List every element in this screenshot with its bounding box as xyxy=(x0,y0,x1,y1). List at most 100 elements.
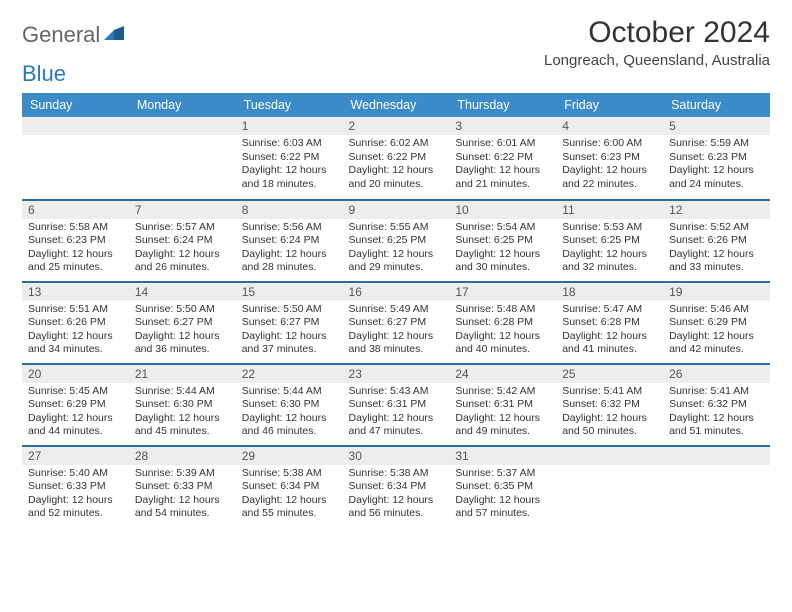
day-number: 21 xyxy=(129,364,236,383)
day-details: Sunrise: 5:45 AMSunset: 6:29 PMDaylight:… xyxy=(22,383,129,444)
day-cell: 19Sunrise: 5:46 AMSunset: 6:29 PMDayligh… xyxy=(663,281,770,363)
daylight-text: Daylight: 12 hours and 56 minutes. xyxy=(349,494,444,521)
col-header: Sunday xyxy=(22,93,129,117)
day-details: Sunrise: 5:56 AMSunset: 6:24 PMDaylight:… xyxy=(236,219,343,280)
sunset-text: Sunset: 6:25 PM xyxy=(562,234,657,248)
sunset-text: Sunset: 6:23 PM xyxy=(28,234,123,248)
sunset-text: Sunset: 6:28 PM xyxy=(455,316,550,330)
day-number: 8 xyxy=(236,200,343,219)
day-cell: 31Sunrise: 5:37 AMSunset: 6:35 PMDayligh… xyxy=(449,445,556,527)
day-number: 24 xyxy=(449,364,556,383)
sunset-text: Sunset: 6:22 PM xyxy=(242,151,337,165)
day-number: 28 xyxy=(129,446,236,465)
daylight-text: Daylight: 12 hours and 45 minutes. xyxy=(135,412,230,439)
calendar-page: General October 2024 Longreach, Queensla… xyxy=(0,0,792,527)
sunrise-text: Sunrise: 6:02 AM xyxy=(349,137,444,151)
day-number: 6 xyxy=(22,200,129,219)
sunset-text: Sunset: 6:22 PM xyxy=(349,151,444,165)
day-cell: 11Sunrise: 5:53 AMSunset: 6:25 PMDayligh… xyxy=(556,199,663,281)
day-cell: 3Sunrise: 6:01 AMSunset: 6:22 PMDaylight… xyxy=(449,117,556,199)
week-row: 13Sunrise: 5:51 AMSunset: 6:26 PMDayligh… xyxy=(22,281,770,363)
day-number: 22 xyxy=(236,364,343,383)
logo-text-1: General xyxy=(22,22,100,48)
day-cell: 26Sunrise: 5:41 AMSunset: 6:32 PMDayligh… xyxy=(663,363,770,445)
sunset-text: Sunset: 6:23 PM xyxy=(669,151,764,165)
sunset-text: Sunset: 6:31 PM xyxy=(455,398,550,412)
day-number: 4 xyxy=(556,117,663,135)
week-row: 1Sunrise: 6:03 AMSunset: 6:22 PMDaylight… xyxy=(22,117,770,199)
sunrise-text: Sunrise: 5:41 AM xyxy=(562,385,657,399)
day-details: Sunrise: 5:46 AMSunset: 6:29 PMDaylight:… xyxy=(663,301,770,362)
sunset-text: Sunset: 6:29 PM xyxy=(28,398,123,412)
sunset-text: Sunset: 6:30 PM xyxy=(135,398,230,412)
day-details: Sunrise: 5:50 AMSunset: 6:27 PMDaylight:… xyxy=(236,301,343,362)
day-number: 7 xyxy=(129,200,236,219)
sunrise-text: Sunrise: 5:39 AM xyxy=(135,467,230,481)
sunset-text: Sunset: 6:27 PM xyxy=(349,316,444,330)
day-details: Sunrise: 5:48 AMSunset: 6:28 PMDaylight:… xyxy=(449,301,556,362)
daylight-text: Daylight: 12 hours and 25 minutes. xyxy=(28,248,123,275)
daylight-text: Daylight: 12 hours and 47 minutes. xyxy=(349,412,444,439)
sunset-text: Sunset: 6:35 PM xyxy=(455,480,550,494)
col-header: Tuesday xyxy=(236,93,343,117)
sunset-text: Sunset: 6:29 PM xyxy=(669,316,764,330)
sunrise-text: Sunrise: 5:38 AM xyxy=(349,467,444,481)
day-cell: 5Sunrise: 5:59 AMSunset: 6:23 PMDaylight… xyxy=(663,117,770,199)
col-header: Thursday xyxy=(449,93,556,117)
day-number: 26 xyxy=(663,364,770,383)
daylight-text: Daylight: 12 hours and 26 minutes. xyxy=(135,248,230,275)
calendar-body: 1Sunrise: 6:03 AMSunset: 6:22 PMDaylight… xyxy=(22,117,770,527)
title-block: October 2024 Longreach, Queensland, Aust… xyxy=(544,16,770,77)
sunset-text: Sunset: 6:34 PM xyxy=(242,480,337,494)
sunrise-text: Sunrise: 5:50 AM xyxy=(135,303,230,317)
day-cell: 20Sunrise: 5:45 AMSunset: 6:29 PMDayligh… xyxy=(22,363,129,445)
sunrise-text: Sunrise: 5:44 AM xyxy=(242,385,337,399)
daylight-text: Daylight: 12 hours and 50 minutes. xyxy=(562,412,657,439)
daylight-text: Daylight: 12 hours and 33 minutes. xyxy=(669,248,764,275)
day-number: 13 xyxy=(22,282,129,301)
sunset-text: Sunset: 6:24 PM xyxy=(135,234,230,248)
daylight-text: Daylight: 12 hours and 54 minutes. xyxy=(135,494,230,521)
month-title: October 2024 xyxy=(544,16,770,50)
day-cell: 2Sunrise: 6:02 AMSunset: 6:22 PMDaylight… xyxy=(343,117,450,199)
day-cell: 16Sunrise: 5:49 AMSunset: 6:27 PMDayligh… xyxy=(343,281,450,363)
day-cell xyxy=(663,445,770,527)
day-details: Sunrise: 5:53 AMSunset: 6:25 PMDaylight:… xyxy=(556,219,663,280)
daylight-text: Daylight: 12 hours and 51 minutes. xyxy=(669,412,764,439)
day-details: Sunrise: 5:41 AMSunset: 6:32 PMDaylight:… xyxy=(663,383,770,444)
sunrise-text: Sunrise: 5:41 AM xyxy=(669,385,764,399)
day-details: Sunrise: 5:44 AMSunset: 6:30 PMDaylight:… xyxy=(236,383,343,444)
daylight-text: Daylight: 12 hours and 21 minutes. xyxy=(455,164,550,191)
day-cell: 25Sunrise: 5:41 AMSunset: 6:32 PMDayligh… xyxy=(556,363,663,445)
day-cell: 10Sunrise: 5:54 AMSunset: 6:25 PMDayligh… xyxy=(449,199,556,281)
day-number: 17 xyxy=(449,282,556,301)
daylight-text: Daylight: 12 hours and 28 minutes. xyxy=(242,248,337,275)
day-details: Sunrise: 5:38 AMSunset: 6:34 PMDaylight:… xyxy=(343,465,450,526)
day-cell: 9Sunrise: 5:55 AMSunset: 6:25 PMDaylight… xyxy=(343,199,450,281)
day-cell: 12Sunrise: 5:52 AMSunset: 6:26 PMDayligh… xyxy=(663,199,770,281)
day-details: Sunrise: 5:49 AMSunset: 6:27 PMDaylight:… xyxy=(343,301,450,362)
sunset-text: Sunset: 6:26 PM xyxy=(28,316,123,330)
day-number: 15 xyxy=(236,282,343,301)
day-details: Sunrise: 5:54 AMSunset: 6:25 PMDaylight:… xyxy=(449,219,556,280)
day-details: Sunrise: 5:58 AMSunset: 6:23 PMDaylight:… xyxy=(22,219,129,280)
day-details xyxy=(663,465,770,471)
day-details: Sunrise: 5:57 AMSunset: 6:24 PMDaylight:… xyxy=(129,219,236,280)
day-details: Sunrise: 5:41 AMSunset: 6:32 PMDaylight:… xyxy=(556,383,663,444)
sunrise-text: Sunrise: 5:58 AM xyxy=(28,221,123,235)
calendar-head: SundayMondayTuesdayWednesdayThursdayFrid… xyxy=(22,93,770,117)
sunrise-text: Sunrise: 6:01 AM xyxy=(455,137,550,151)
day-cell: 23Sunrise: 5:43 AMSunset: 6:31 PMDayligh… xyxy=(343,363,450,445)
day-details xyxy=(129,135,236,141)
day-number: 1 xyxy=(236,117,343,135)
sunrise-text: Sunrise: 5:51 AM xyxy=(28,303,123,317)
daylight-text: Daylight: 12 hours and 22 minutes. xyxy=(562,164,657,191)
calendar-table: SundayMondayTuesdayWednesdayThursdayFrid… xyxy=(22,93,770,527)
day-number: 18 xyxy=(556,282,663,301)
day-cell: 1Sunrise: 6:03 AMSunset: 6:22 PMDaylight… xyxy=(236,117,343,199)
sunrise-text: Sunrise: 5:46 AM xyxy=(669,303,764,317)
day-details: Sunrise: 5:50 AMSunset: 6:27 PMDaylight:… xyxy=(129,301,236,362)
daylight-text: Daylight: 12 hours and 44 minutes. xyxy=(28,412,123,439)
day-details: Sunrise: 5:52 AMSunset: 6:26 PMDaylight:… xyxy=(663,219,770,280)
sunrise-text: Sunrise: 6:00 AM xyxy=(562,137,657,151)
